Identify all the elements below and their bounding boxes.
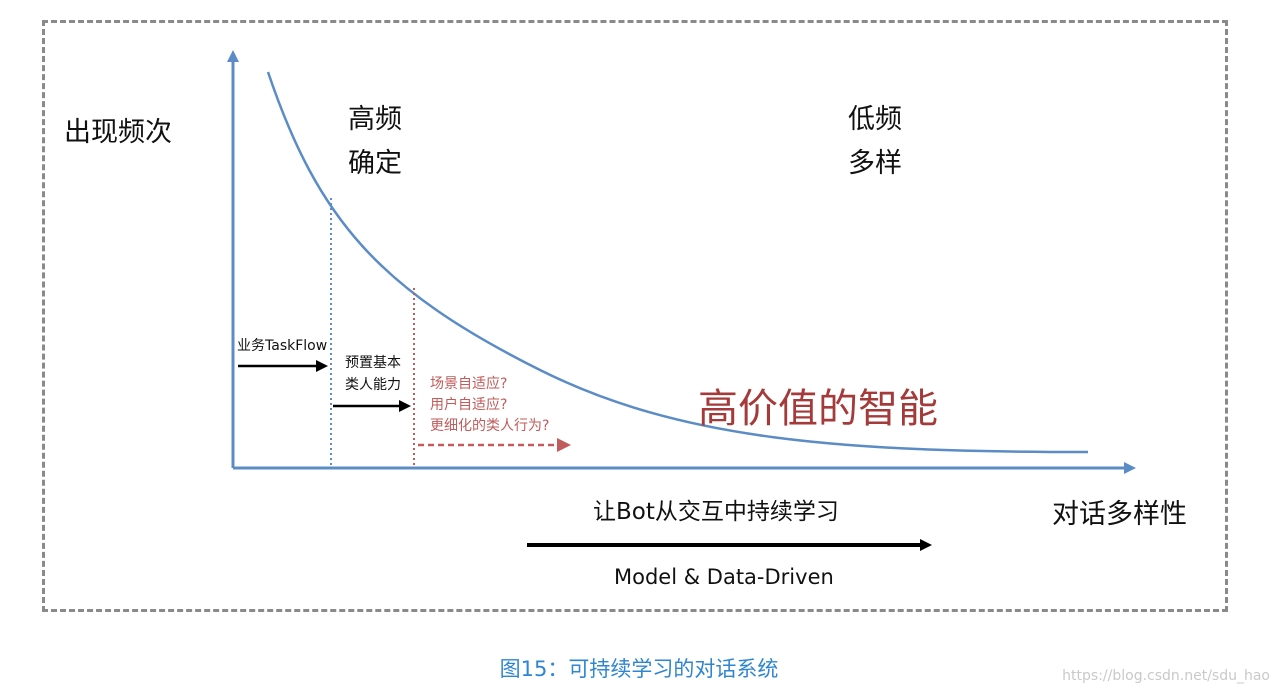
dashed-frame [42, 20, 1228, 612]
stage-2-label: 预置基本 类人能力 [345, 352, 401, 396]
high-value-intelligence-label: 高价值的智能 [698, 386, 938, 432]
stage-2-line-2: 类人能力 [345, 377, 401, 393]
frequency-curve [266, 71, 1089, 454]
zone-right-line-2: 多样 [848, 148, 902, 179]
method-label: Model & Data-Driven [614, 565, 834, 589]
watermark: https://blog.csdn.net/sdu_hao [1062, 668, 1270, 684]
x-axis-label: 对话多样性 [1052, 499, 1187, 530]
stage-2-line-1: 预置基本 [345, 355, 401, 371]
stage-3-line-3: 更细化的类人行为? [430, 418, 550, 434]
zone-left-line-2: 确定 [348, 148, 402, 179]
zone-right-line-1: 低频 [848, 104, 902, 135]
zone-high-frequency: 高频 确定 [348, 98, 402, 186]
stage-3-line-1: 场景自适应? [430, 376, 508, 392]
stage-1-label: 业务TaskFlow [237, 338, 328, 354]
zone-left-line-1: 高频 [348, 104, 402, 135]
y-axis-label: 出现频次 [64, 117, 172, 148]
figure-caption: 图15：可持续学习的对话系统 [499, 657, 779, 681]
stage-3-label: 场景自适应? 用户自适应? 更细化的类人行为? [430, 374, 549, 437]
stage-3-line-2: 用户自适应? [430, 397, 508, 413]
zone-low-frequency: 低频 多样 [848, 98, 902, 186]
learning-label: 让Bot从交互中持续学习 [593, 499, 839, 525]
